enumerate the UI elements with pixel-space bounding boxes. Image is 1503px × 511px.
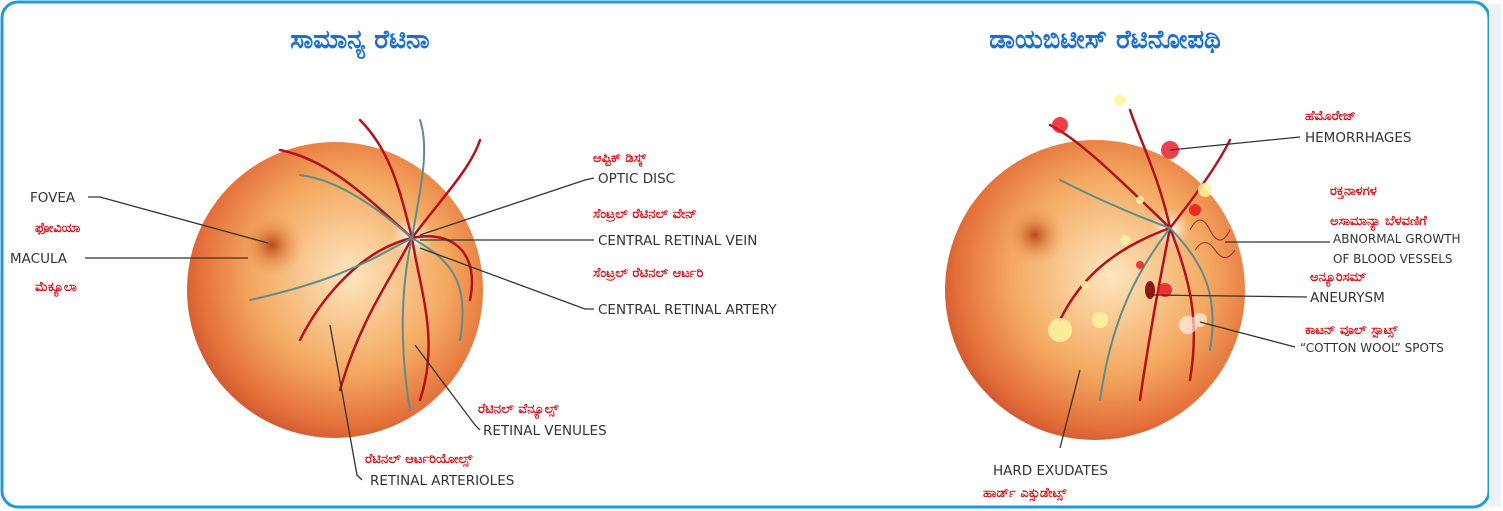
label-kn: ಆಪ್ಟಿಕ್ ಡಿಸ್ಕ್	[593, 151, 647, 167]
label-en: HEMORRHAGES	[1305, 130, 1411, 146]
label-en: CENTRAL RETINAL VEIN	[598, 233, 757, 249]
label-en: OPTIC DISC	[598, 171, 675, 187]
label-kn: ರಕ್ತನಾಳಗಳ	[1330, 184, 1377, 199]
label-kn: ಅನ್ಯೂರಿಸಮ್	[1310, 270, 1366, 288]
label-en: ANEURYSM	[1310, 290, 1385, 306]
label-kn: ರೆಟಿನಲ್ ಆರ್ಟರಿಯೋಲ್ಸ್	[365, 452, 473, 468]
label-kn: ರೆಟಿನಲ್ ವೆನ್ಯೂಲ್ಸ್	[478, 402, 559, 420]
title: ಡಾಯಬಿಟೀಸ್ ರೆಟಿನೋಪಥಿ	[989, 25, 1221, 55]
label-kn: ಹೆಮೊರೇಜ್	[1305, 109, 1356, 124]
side-strip	[1489, 4, 1501, 507]
label-en: ABNORMAL GROWTH	[1333, 232, 1461, 246]
label-kn: ಫೋವಿಯಾ	[35, 221, 81, 236]
label-en: FOVEA	[30, 190, 76, 206]
label-en: OF BLOOD VESSELS	[1333, 252, 1453, 266]
label-kn: ಸೆಂಟ್ರಲ್ ರೆಟಿನಲ್ ವೇನ್	[593, 207, 697, 223]
label-en: RETINAL VENULES	[483, 423, 607, 439]
label-en: MACULA	[10, 251, 68, 267]
label-kn: ಹಾರ್ಡ್ ಎಕ್ಸುಡೇಟ್ಸ್	[983, 486, 1067, 502]
title: ಸಾಮಾನ್ಯ ರೆಟಿನಾ	[290, 25, 429, 59]
label-en: “COTTON WOOL” SPOTS	[1300, 341, 1444, 355]
page: ಸಾಮಾನ್ಯ ರೆಟಿನಾ ಡಾಯಬಿಟೀಸ್ ರೆಟಿನೋಪಥಿ FOVEA…	[0, 0, 1503, 511]
label-en: CENTRAL RETINAL ARTERY	[598, 302, 777, 318]
label-kn: ಸೆಂಟ್ರಲ್ ರೆಟಿನಲ್ ಆರ್ಟರಿ	[593, 266, 703, 282]
label-kn: ಕಾಟನ್ ವೂಲ್ ಸ್ಪಾಟ್ಸ್	[1305, 323, 1398, 339]
label-en: RETINAL ARTERIOLES	[370, 473, 514, 489]
label-kn: ಮೆಕ್ಯೂಲಾ	[35, 280, 77, 298]
label-en: HARD EXUDATES	[993, 463, 1108, 479]
